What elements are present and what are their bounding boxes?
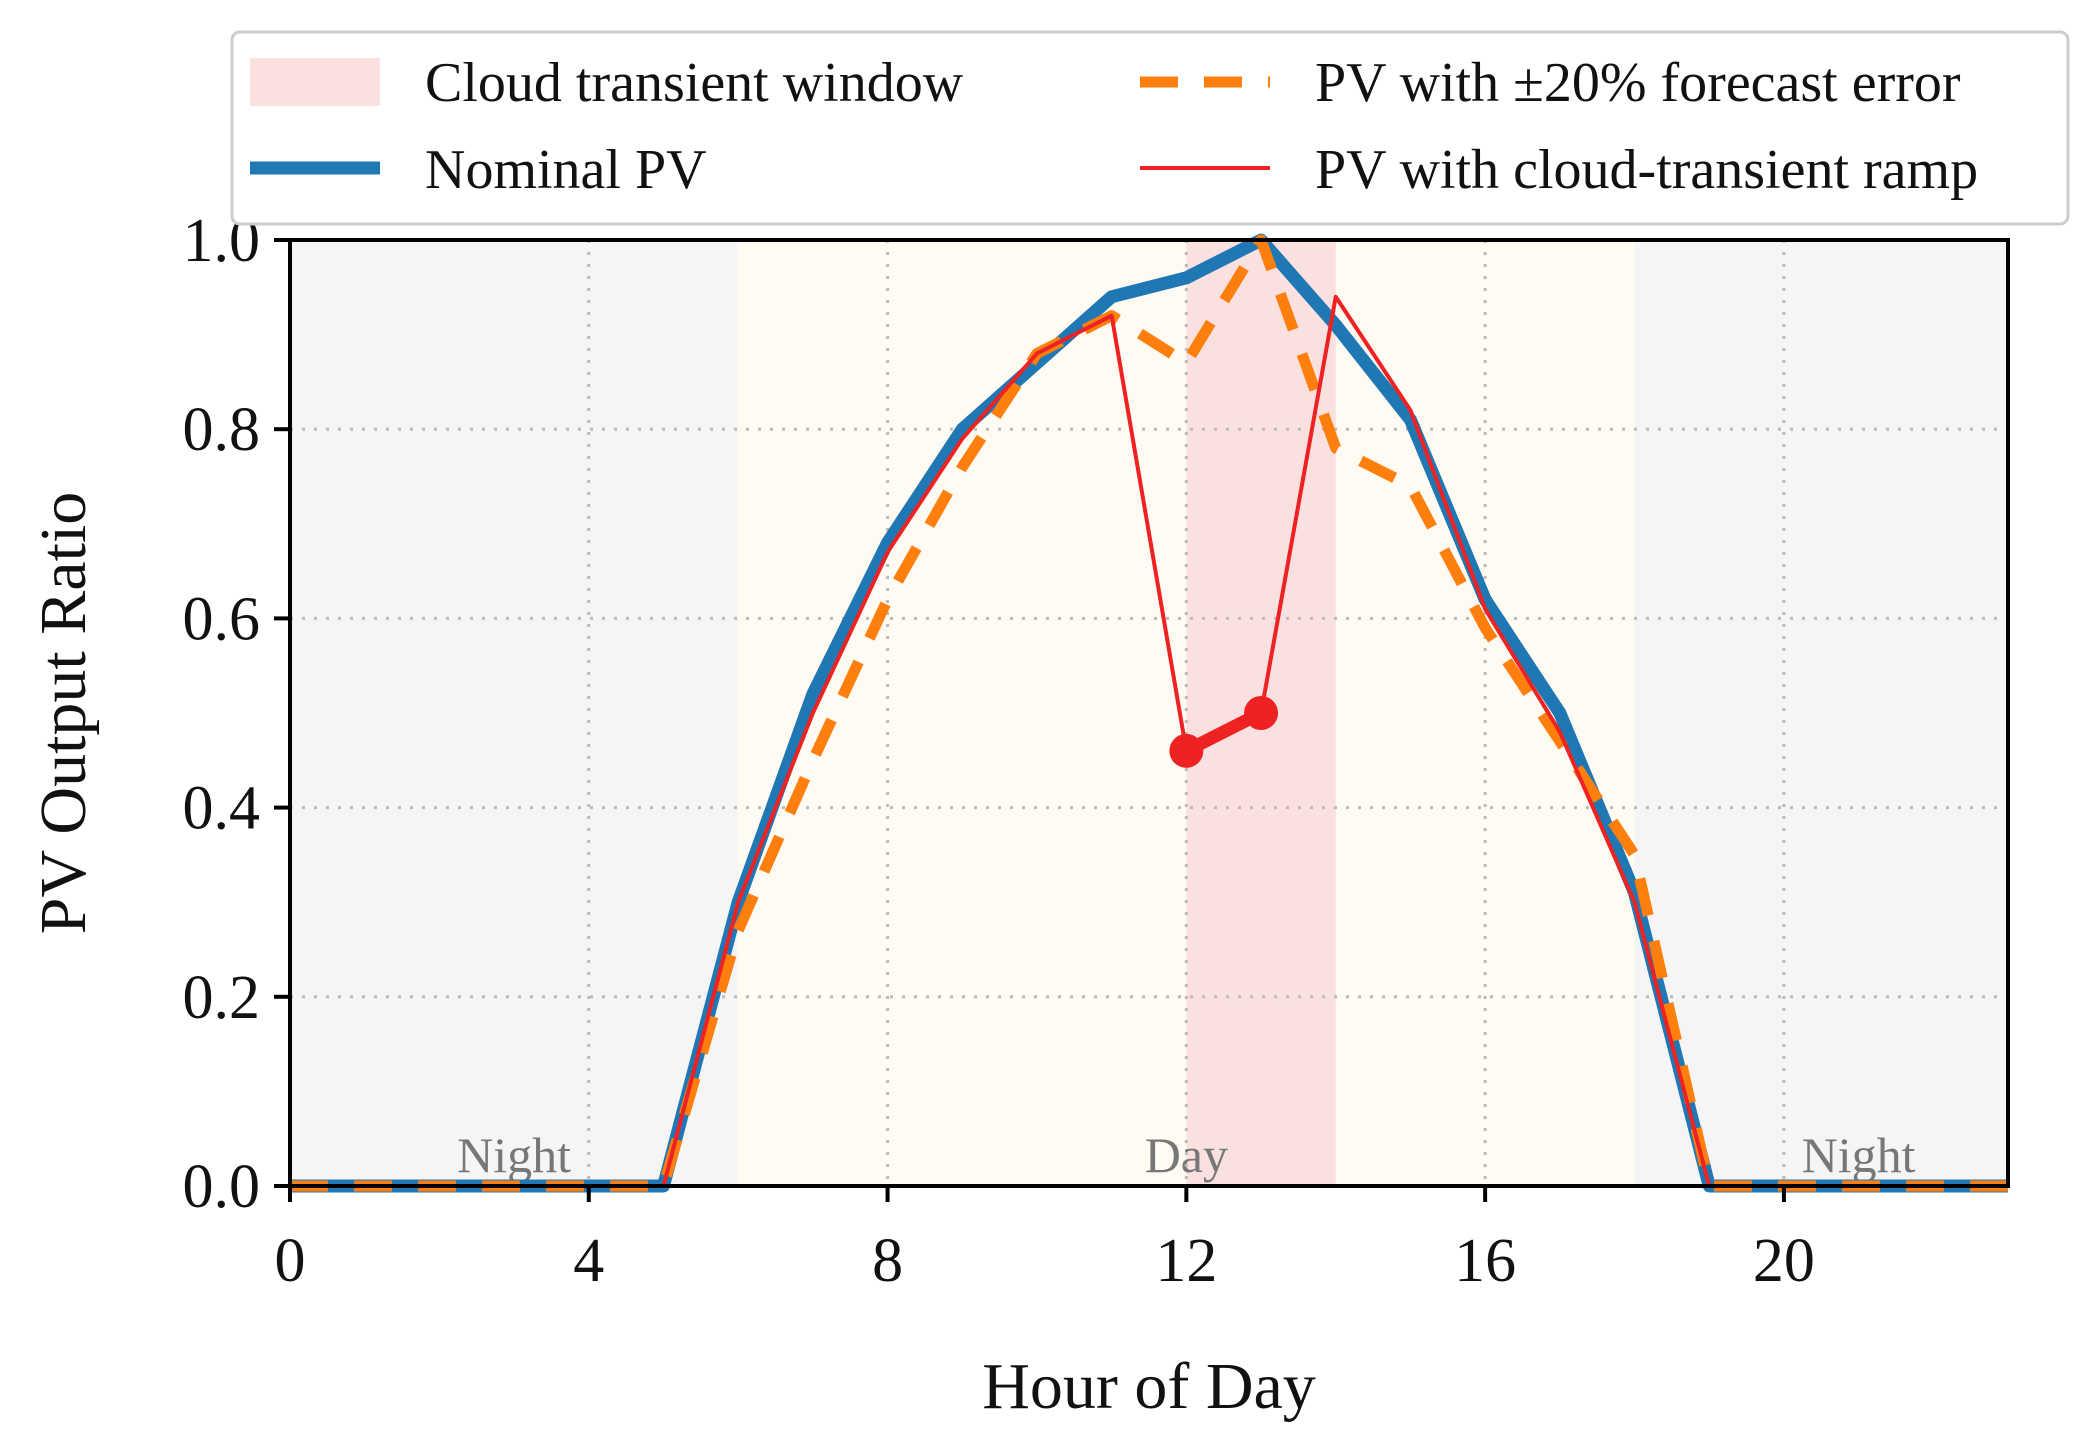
series-marker-pv-with-cloud-transient-ramp-12 (1169, 733, 1204, 768)
legend-label-cloud-ramp: PV with cloud-transient ramp (1315, 139, 1978, 201)
legend-label-nominal-pv: Nominal PV (425, 139, 707, 201)
y-tick-label-0.8: 0.8 (183, 396, 261, 464)
region-night-0 (290, 240, 739, 1186)
legend-box (230, 30, 2070, 226)
x-tick-label-4: 4 (573, 1227, 604, 1295)
series-marker-pv-with-cloud-transient-ramp-13 (1244, 696, 1279, 730)
y-tick-label-0.2: 0.2 (183, 964, 261, 1032)
shaded-regions: Night Day Night (290, 240, 2008, 1186)
y-tick-label-0: 0.0 (183, 1153, 261, 1221)
x-tick-label-20: 20 (1753, 1227, 1815, 1295)
y-tick-label-0.4: 0.4 (183, 775, 261, 843)
grid-lines (290, 240, 2008, 1186)
region-night-2 (1634, 240, 2008, 1186)
x-tick-label-16: 16 (1454, 1227, 1516, 1295)
y-tick-label-0.6: 0.6 (183, 585, 261, 653)
axis-ticks: 0 4 8 12 16 200.00.20.40.60.81.0 (183, 207, 1815, 1295)
y-axis-label: PV Output Ratio (27, 492, 100, 935)
legend-label-cloud-window: Cloud transient window (425, 52, 964, 114)
legend-label-forecast-error: PV with ±20% forecast error (1315, 52, 1961, 114)
legend: Cloud transient window Nominal PV PV wit… (230, 30, 2070, 226)
x-tick-label-0: 0 (275, 1227, 306, 1295)
x-tick-label-8: 8 (872, 1227, 903, 1295)
region-label-night-0: Night (457, 1127, 571, 1183)
plot-frame (288, 238, 2010, 1188)
legend-swatch-cloud-window (250, 58, 380, 106)
x-tick-label-12: 12 (1155, 1227, 1217, 1295)
region-label-night-2: Night (1802, 1127, 1916, 1183)
x-axis-label: Hour of Day (982, 1350, 1316, 1423)
